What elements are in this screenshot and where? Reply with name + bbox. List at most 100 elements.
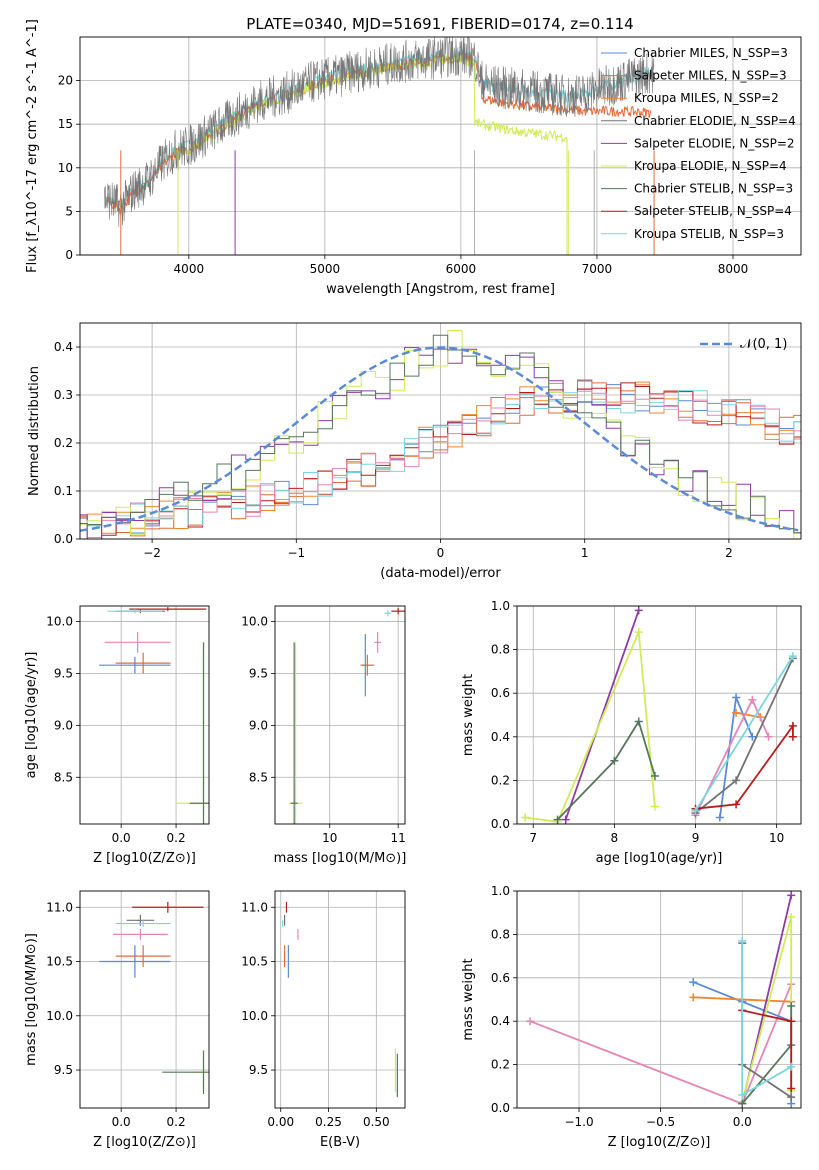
x-tick-label: −1.0 [564,1115,593,1129]
weight-series-line [524,631,656,823]
weight-series-line [564,610,640,820]
weight-series-marker [561,815,570,824]
spectrum-axes: 4000 5000 6000 7000 8000 0 5 10 15 20 wavelength [… [25,19,802,297]
hist-wide-series [80,379,801,534]
weight-series-marker [787,913,796,922]
errorbar-point [129,607,207,612]
x-tick-label: −1 [287,546,305,560]
legend-label: Kroupa ELODIE, N_SSP=4 [634,159,787,173]
mass-weight-vs-age-axes: 7 8 9 10 0.0 0.2 0.4 0.6 0.8 1.0 age [log10(age/yr… [461,599,802,866]
figure-title: PLATE=0340, MJD=51691, FIBERID=0174, z=0… [246,15,633,33]
y-tick-label: 0.6 [491,971,510,985]
weight-series-marker [650,772,659,781]
weight-series-marker [634,628,643,637]
y-tick-label: 10.0 [46,615,73,629]
errorbar-point [104,631,171,653]
weight-series-marker [738,1090,747,1099]
x-axis-label: Z [log10(Z/Z⊙)] [93,1135,196,1150]
x-tick-label: 0.0 [112,831,131,845]
axes-frame [274,890,406,1109]
legend-label: Chabrier ELODIE, N_SSP=4 [634,114,796,128]
weight-series-marker [732,776,741,785]
weight-series-line [735,711,761,719]
x-tick-label: 0.25 [315,1115,342,1129]
errorbar-point [112,928,168,940]
legend-label: Chabrier STELIB, N_SSP=3 [634,182,793,196]
mass-vs-ebv-marks [282,901,398,1098]
weight-series-marker [691,806,700,815]
y-tick-label: 0 [65,248,73,262]
weight-series-line [741,1006,793,1105]
x-tick-label: 8 [611,831,619,845]
errorbar-point [99,656,171,674]
hist-narrow-series [80,334,801,534]
axes-frame [79,890,210,1109]
y-tick-label: 9.0 [249,718,268,732]
x-tick-label: −0.5 [646,1115,675,1129]
x-tick-label: 2 [725,546,733,560]
weight-series-marker [738,1099,747,1108]
weight-series-marker [787,1062,796,1071]
y-tick-label: 9.5 [54,666,73,680]
mass-weight-vs-Z-marks [526,891,796,1108]
hist-narrow-series [80,347,801,539]
spectrum-marks [104,37,655,255]
y-tick-label: 1.0 [491,599,510,613]
x-tick-label: 8000 [718,262,749,276]
y-tick-label: 9.5 [249,1063,268,1077]
weight-series-marker [521,813,530,822]
gaussian-legend-label: 𝒩(0, 1) [740,337,787,352]
x-tick-label: 7000 [582,262,613,276]
y-tick-label: 15 [58,117,73,131]
x-tick-label: 10 [769,831,784,845]
weight-series-marker [689,978,698,987]
x-axis-label: mass [log10(M/M⊙)] [274,851,407,866]
weight-series-marker [764,732,773,741]
y-tick-label: 0.2 [491,1058,510,1072]
y-tick-label: 9.5 [249,666,268,680]
y-tick-label: 1.0 [491,884,510,898]
y-tick-label: 0.4 [54,340,73,354]
errorbar-point [99,945,171,978]
errorbar-point [189,642,209,824]
y-tick-label: 0.0 [491,817,510,831]
x-tick-label: 11 [391,831,406,845]
y-tick-label: 9.5 [54,1063,73,1077]
x-tick-label: 0.50 [363,1115,390,1129]
mass-vs-ebv-axes: 0.00 0.25 0.50 9.5 10.0 10.5 11.0 E(B-V) [241,890,406,1150]
spectrum-legend: Chabrier MILES, N_SSP=3 Salpeter MILES, N… [601,46,796,241]
weight-series-marker [738,936,747,945]
x-tick-label: 0.0 [733,1115,752,1129]
x-tick-label: 0.0 [112,1115,131,1129]
weight-series-marker [788,732,797,741]
weight-series-marker [787,1093,796,1102]
x-tick-label: 0.2 [167,1115,186,1129]
weight-series-marker [634,717,643,726]
residual-hist-axes: −2 −1 0 1 2 0.0 0.1 0.2 0.3 0.4 (data-model)/error… [27,322,802,581]
legend-label: Salpeter ELODIE, N_SSP=2 [634,136,795,150]
x-axis-label: Z [log10(Z/Z⊙)] [93,851,196,866]
weight-series-line [556,719,656,821]
y-tick-label: 10.5 [241,955,268,969]
hist-wide-series [80,389,801,539]
x-axis-label: wavelength [Angstrom, rest frame] [326,282,555,297]
legend-label: Salpeter STELIB, N_SSP=4 [634,204,792,218]
y-tick-label: 9.0 [54,718,73,732]
errorbar-point [374,631,382,653]
y-tick-label: 0.4 [491,730,510,744]
age-vs-Z-marks [99,607,209,824]
weight-series-marker [787,891,796,900]
x-axis-label: (data-model)/error [380,566,501,581]
y-tick-label: 8.5 [54,770,73,784]
y-tick-label: 10.0 [241,615,268,629]
y-tick-label: 10.0 [46,1009,73,1023]
weight-series-marker [610,756,619,765]
weight-series-marker [748,732,757,741]
weight-series-line [695,723,794,810]
x-axis-label: E(B-V) [320,1135,360,1150]
age-vs-mass-marks [288,608,405,824]
axes-frame [79,605,210,825]
x-axis-label: age [log10(age/yr)] [596,851,723,866]
weight-series-marker [553,815,562,824]
mass-weight-vs-Z-axes: −1.0 −0.5 0.0 0.0 0.2 0.4 0.6 0.8 1.0 Z [log10(Z/… [461,884,802,1150]
